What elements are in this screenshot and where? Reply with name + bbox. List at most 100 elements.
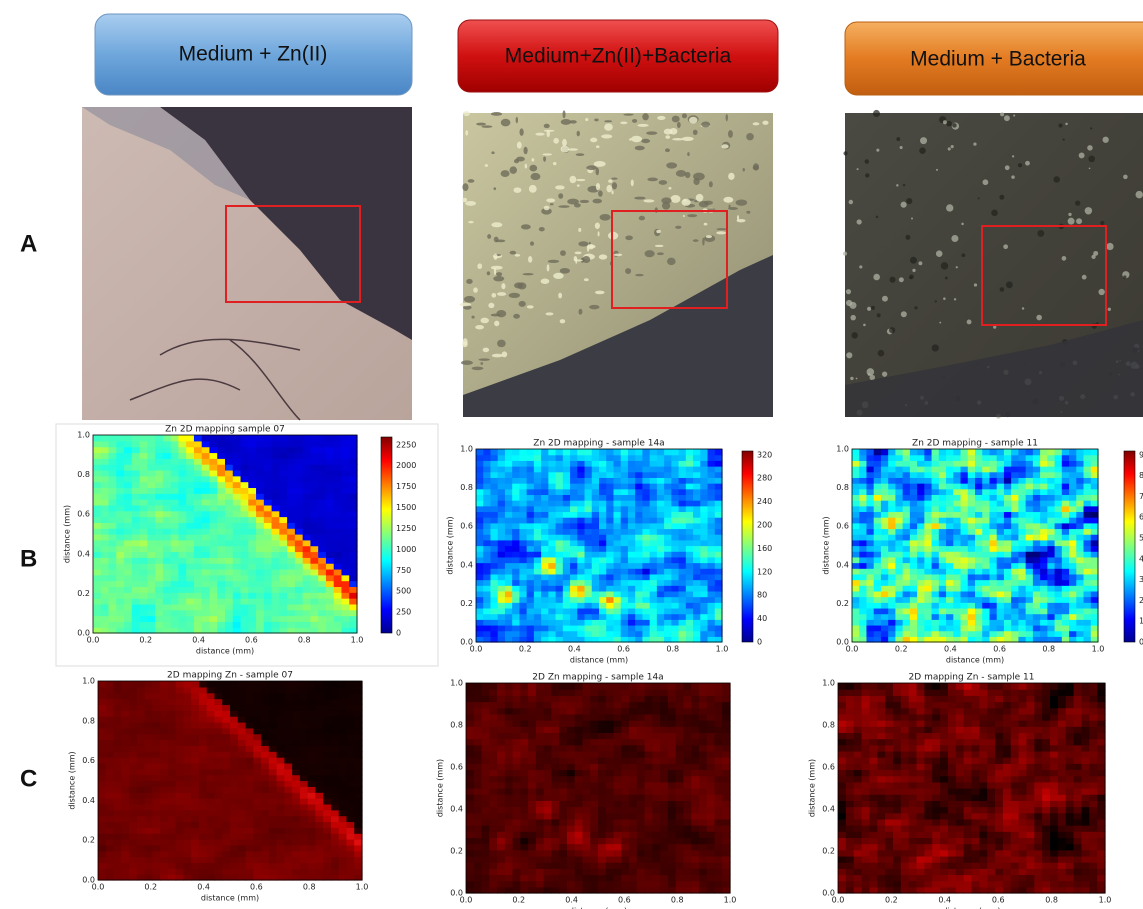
map-cell — [152, 763, 160, 769]
map-cell — [152, 751, 160, 757]
map-cell — [114, 798, 122, 804]
map-cell — [874, 580, 882, 586]
map-cell — [982, 568, 990, 574]
speck — [1123, 275, 1126, 278]
map-cell — [137, 833, 145, 839]
map-cell — [693, 534, 701, 540]
map-cell — [512, 608, 520, 614]
map-cell — [577, 625, 585, 631]
speck — [911, 217, 913, 219]
map-cell — [866, 455, 874, 461]
map-cell — [1062, 511, 1070, 517]
map-cell — [476, 466, 484, 472]
map-cell — [1040, 466, 1048, 472]
map-cell — [498, 477, 506, 483]
map-cell — [628, 466, 636, 472]
map-cell — [1084, 449, 1092, 455]
map-cell — [246, 781, 254, 787]
map-cell — [199, 851, 207, 857]
speck — [693, 239, 699, 242]
map-cell — [248, 482, 256, 488]
map-cell — [124, 464, 132, 470]
map-cell — [490, 568, 498, 574]
map-cell — [1026, 500, 1034, 506]
map-cell — [650, 580, 658, 586]
map-cell — [292, 792, 300, 798]
map-cell — [186, 522, 194, 528]
map-cell — [1062, 625, 1070, 631]
map-cell — [114, 868, 122, 874]
map-cell — [261, 862, 269, 868]
speck — [1079, 152, 1085, 158]
map-cell — [269, 781, 277, 787]
map-cell — [233, 604, 241, 610]
map-cell — [295, 487, 303, 493]
map-cell — [194, 528, 202, 534]
map-cell — [932, 500, 940, 506]
map-cell — [881, 460, 889, 466]
map-cell — [975, 546, 983, 552]
map-cell — [715, 557, 723, 563]
map-cell — [997, 574, 1005, 580]
map-cell — [308, 769, 316, 775]
map-cell — [1033, 551, 1041, 557]
map-cell — [264, 499, 272, 505]
map-cell — [534, 466, 542, 472]
map-cell — [308, 821, 316, 827]
speck — [746, 133, 754, 140]
map-cell — [264, 581, 272, 587]
map-cell — [910, 574, 918, 580]
map-cell — [512, 517, 520, 523]
map-cell — [708, 546, 716, 552]
map-cell — [679, 455, 687, 461]
speck — [737, 219, 746, 222]
map-cell — [642, 631, 650, 637]
map-cell — [1055, 585, 1063, 591]
map-cell — [1047, 472, 1055, 478]
speck — [599, 254, 607, 259]
map-cell — [145, 804, 153, 810]
map-cell — [114, 687, 122, 693]
map-cell — [93, 581, 101, 587]
map-cell — [1084, 500, 1092, 506]
map-cell — [284, 839, 292, 845]
map-cell — [1069, 523, 1077, 529]
map-cell — [318, 517, 326, 523]
map-cell — [277, 851, 285, 857]
map-cell — [657, 614, 665, 620]
map-cell — [225, 598, 233, 604]
map-cell — [147, 528, 155, 534]
map-cell — [116, 610, 124, 616]
map-cell — [152, 757, 160, 763]
map-cell — [679, 472, 687, 478]
map-cell — [903, 546, 911, 552]
map-cell — [895, 563, 903, 569]
map-cell — [490, 460, 498, 466]
map-cell — [272, 569, 280, 575]
map-cell — [859, 477, 867, 483]
figure: Medium + Zn(II) Medium+Zn(II)+Bacteria M… — [0, 0, 1143, 909]
map-cell — [137, 745, 145, 751]
map-cell — [642, 602, 650, 608]
speck — [497, 340, 506, 348]
map-cell — [483, 511, 491, 517]
map-cell — [570, 477, 578, 483]
map-cell — [621, 614, 629, 620]
map-cell — [989, 563, 997, 569]
map-cell — [233, 610, 241, 616]
map-cell — [137, 681, 145, 687]
map-cell — [903, 602, 911, 608]
map-cell — [1018, 540, 1026, 546]
map-cell — [961, 472, 969, 478]
map-cell — [953, 449, 961, 455]
map-cell — [1040, 597, 1048, 603]
map-cell — [171, 493, 179, 499]
map-cell — [679, 477, 687, 483]
map-cell — [932, 546, 940, 552]
map-cell — [527, 472, 535, 478]
map-cell — [155, 616, 163, 622]
map-cell — [1026, 602, 1034, 608]
map-cell — [155, 470, 163, 476]
map-cell — [968, 511, 976, 517]
map-cell — [888, 466, 896, 472]
